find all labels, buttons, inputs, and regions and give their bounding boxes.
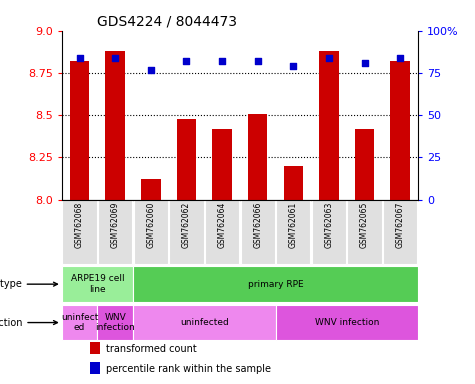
Point xyxy=(218,58,226,64)
Point xyxy=(111,55,119,61)
Text: GSM762061: GSM762061 xyxy=(289,202,298,248)
Bar xyxy=(319,51,339,200)
Text: GSM762063: GSM762063 xyxy=(324,202,333,248)
Text: uninfect
ed: uninfect ed xyxy=(61,313,98,332)
FancyBboxPatch shape xyxy=(347,200,382,264)
FancyBboxPatch shape xyxy=(205,200,239,264)
Text: cell type: cell type xyxy=(0,279,57,289)
Bar xyxy=(177,119,196,200)
FancyBboxPatch shape xyxy=(133,266,418,302)
Point xyxy=(76,55,84,61)
Text: ARPE19 cell
line: ARPE19 cell line xyxy=(71,275,124,294)
FancyBboxPatch shape xyxy=(240,200,275,264)
Bar xyxy=(105,51,125,200)
Text: GSM762066: GSM762066 xyxy=(253,202,262,248)
Bar xyxy=(390,61,410,200)
Point xyxy=(147,66,155,73)
Text: GSM762062: GSM762062 xyxy=(182,202,191,248)
Point xyxy=(289,63,297,69)
Point xyxy=(182,58,190,64)
FancyBboxPatch shape xyxy=(383,200,418,264)
FancyBboxPatch shape xyxy=(312,200,346,264)
Text: GSM762069: GSM762069 xyxy=(111,202,120,248)
Point xyxy=(361,60,369,66)
Text: percentile rank within the sample: percentile rank within the sample xyxy=(106,364,271,374)
Bar xyxy=(212,129,232,200)
Text: GSM762068: GSM762068 xyxy=(75,202,84,248)
FancyBboxPatch shape xyxy=(97,305,133,340)
Text: WNV
infection: WNV infection xyxy=(95,313,135,332)
FancyBboxPatch shape xyxy=(133,305,276,340)
Text: uninfected: uninfected xyxy=(180,318,228,327)
Text: GSM762064: GSM762064 xyxy=(218,202,227,248)
Bar xyxy=(141,179,161,200)
Text: WNV infection: WNV infection xyxy=(314,318,379,327)
Bar xyxy=(90,342,100,354)
Text: GDS4224 / 8044473: GDS4224 / 8044473 xyxy=(97,14,238,28)
Text: GSM762060: GSM762060 xyxy=(146,202,155,248)
FancyBboxPatch shape xyxy=(98,200,132,264)
Bar xyxy=(70,61,89,200)
Text: transformed count: transformed count xyxy=(106,344,197,354)
Point xyxy=(396,55,404,61)
Text: infection: infection xyxy=(0,318,57,328)
Bar xyxy=(248,114,267,200)
FancyBboxPatch shape xyxy=(62,305,97,340)
Text: GSM762067: GSM762067 xyxy=(396,202,405,248)
FancyBboxPatch shape xyxy=(276,305,418,340)
Bar xyxy=(284,166,303,200)
FancyBboxPatch shape xyxy=(169,200,203,264)
Text: primary RPE: primary RPE xyxy=(247,280,304,289)
Text: GSM762065: GSM762065 xyxy=(360,202,369,248)
FancyBboxPatch shape xyxy=(63,200,97,264)
Bar xyxy=(90,362,100,374)
Bar xyxy=(355,129,374,200)
FancyBboxPatch shape xyxy=(134,200,168,264)
FancyBboxPatch shape xyxy=(276,200,311,264)
Point xyxy=(325,55,332,61)
Point xyxy=(254,58,261,64)
FancyBboxPatch shape xyxy=(62,266,133,302)
